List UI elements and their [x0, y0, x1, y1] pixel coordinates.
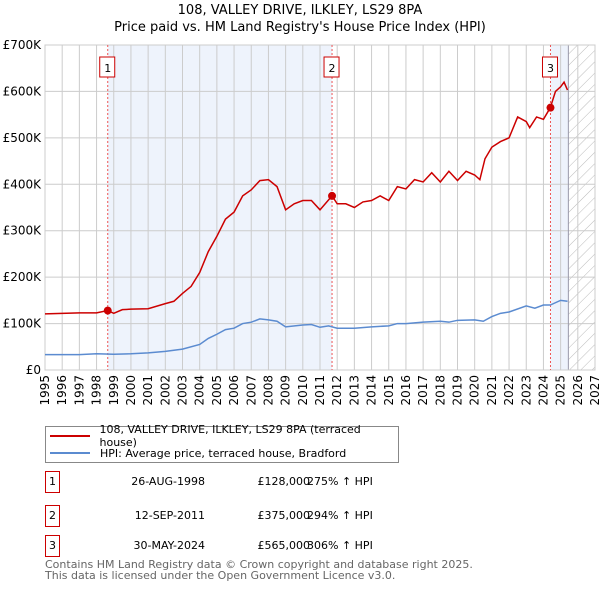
x-tick-label: 2018 [433, 375, 447, 406]
x-tick-label: 2019 [451, 375, 465, 406]
x-tick-label: 1996 [55, 375, 69, 406]
y-tick-label: £400K [3, 177, 43, 191]
chart-title: 108, VALLEY DRIVE, ILKLEY, LS29 8PA [178, 3, 423, 18]
x-tick-label: 2002 [158, 375, 172, 406]
x-tick-label: 2023 [519, 375, 533, 406]
x-tick-label: 2011 [313, 375, 327, 406]
x-tick-label: 2001 [141, 375, 155, 406]
x-tick-label: 1998 [90, 375, 104, 406]
x-tick-label: 2010 [296, 375, 310, 406]
legend-label: HPI: Average price, terraced house, Brad… [100, 446, 347, 460]
sale-date: 12-SEP-2011 [134, 509, 205, 522]
x-tick-label: 2003 [176, 375, 190, 406]
plot-border [44, 44, 596, 371]
sale-number: 2 [45, 505, 60, 527]
sale-row: 1 26-AUG-1998 £128,000 275% ↑ HPI [45, 471, 445, 493]
legend-item-property: 108, VALLEY DRIVE, ILKLEY, LS29 8PA (ter… [50, 423, 398, 449]
x-tick-label: 2017 [416, 375, 430, 406]
sale-hpi: 294% ↑ HPI [307, 509, 373, 522]
sale-label: 3 [547, 62, 554, 75]
x-tick-label: 2000 [124, 375, 138, 406]
x-tick-label: 2006 [227, 375, 241, 406]
sale-label-box [323, 56, 340, 78]
x-tick-label: 2008 [261, 375, 275, 406]
sale-price: £565,000 [257, 539, 311, 552]
x-tick-label: 2013 [347, 375, 361, 406]
legend-swatch-blue [50, 452, 90, 454]
x-tick-label: 2009 [279, 375, 293, 406]
footer-line: This data is licensed under the Open Gov… [45, 569, 396, 582]
x-tick-label: 2027 [588, 375, 600, 406]
shaded-period [107, 45, 333, 370]
sale-hpi: 306% ↑ HPI [307, 539, 373, 552]
forecast-hatch [568, 45, 595, 370]
chart-svg: 108, VALLEY DRIVE, ILKLEY, LS29 8PA Pric… [3, 3, 600, 406]
x-tick-label: 2024 [536, 375, 550, 406]
sale-label: 1 [104, 62, 111, 75]
sale-price: £375,000 [257, 509, 311, 522]
legend-item-hpi: HPI: Average price, terraced house, Brad… [50, 445, 346, 461]
footer-line: Contains HM Land Registry data © Crown c… [45, 558, 473, 571]
legend-swatch-red [50, 435, 90, 437]
y-tick-label: £700K [3, 38, 43, 52]
y-tick-label: £100K [3, 317, 43, 331]
x-tick-label: 2020 [468, 375, 482, 406]
y-tick-label: £300K [3, 224, 43, 238]
x-tick-label: 2022 [502, 375, 516, 406]
x-tick-label: 1995 [38, 375, 52, 406]
legend: 108, VALLEY DRIVE, ILKLEY, LS29 8PA (ter… [45, 423, 399, 463]
sale-number: 3 [45, 535, 60, 557]
y-tick-label: £500K [3, 131, 43, 145]
sale-point [328, 191, 337, 200]
x-tick-label: 1999 [107, 375, 121, 406]
x-tick-label: 2012 [330, 375, 344, 406]
x-tick-label: 2016 [399, 375, 413, 406]
sale-label-box [99, 56, 116, 78]
sale-number: 1 [45, 471, 60, 493]
x-tick-label: 2026 [571, 375, 585, 406]
x-tick-label: 2025 [554, 375, 568, 406]
x-tick-label: 2015 [382, 375, 396, 406]
sale-point [546, 103, 555, 112]
y-tick-label: £0 [26, 363, 41, 377]
footer: Contains HM Land Registry data © Crown c… [45, 559, 473, 581]
chart-subtitle: Price paid vs. HM Land Registry's House … [114, 20, 486, 35]
sale-label: 2 [329, 62, 336, 75]
sale-price: £128,000 [257, 475, 311, 488]
sale-row: 3 30-MAY-2024 £565,000 306% ↑ HPI [45, 535, 445, 557]
x-tick-label: 2014 [365, 375, 379, 406]
sale-point [103, 306, 112, 315]
sale-label-box [541, 56, 558, 78]
y-tick-label: £600K [3, 84, 43, 98]
x-tick-label: 2005 [210, 375, 224, 406]
legend-label: 108, VALLEY DRIVE, ILKLEY, LS29 8PA (ter… [99, 423, 361, 449]
x-tick-label: 2007 [244, 375, 258, 406]
y-tick-label: £200K [3, 270, 43, 284]
sale-row: 2 12-SEP-2011 £375,000 294% ↑ HPI [45, 505, 445, 527]
x-tick-label: 1997 [72, 375, 86, 406]
sale-date: 26-AUG-1998 [131, 475, 205, 488]
shaded-period [550, 45, 569, 370]
x-tick-label: 2021 [485, 375, 499, 406]
series-line [45, 299, 568, 356]
sale-hpi: 275% ↑ HPI [307, 475, 373, 488]
x-tick-label: 2004 [193, 375, 207, 406]
series-line [44, 80, 569, 315]
sale-date: 30-MAY-2024 [133, 539, 205, 552]
